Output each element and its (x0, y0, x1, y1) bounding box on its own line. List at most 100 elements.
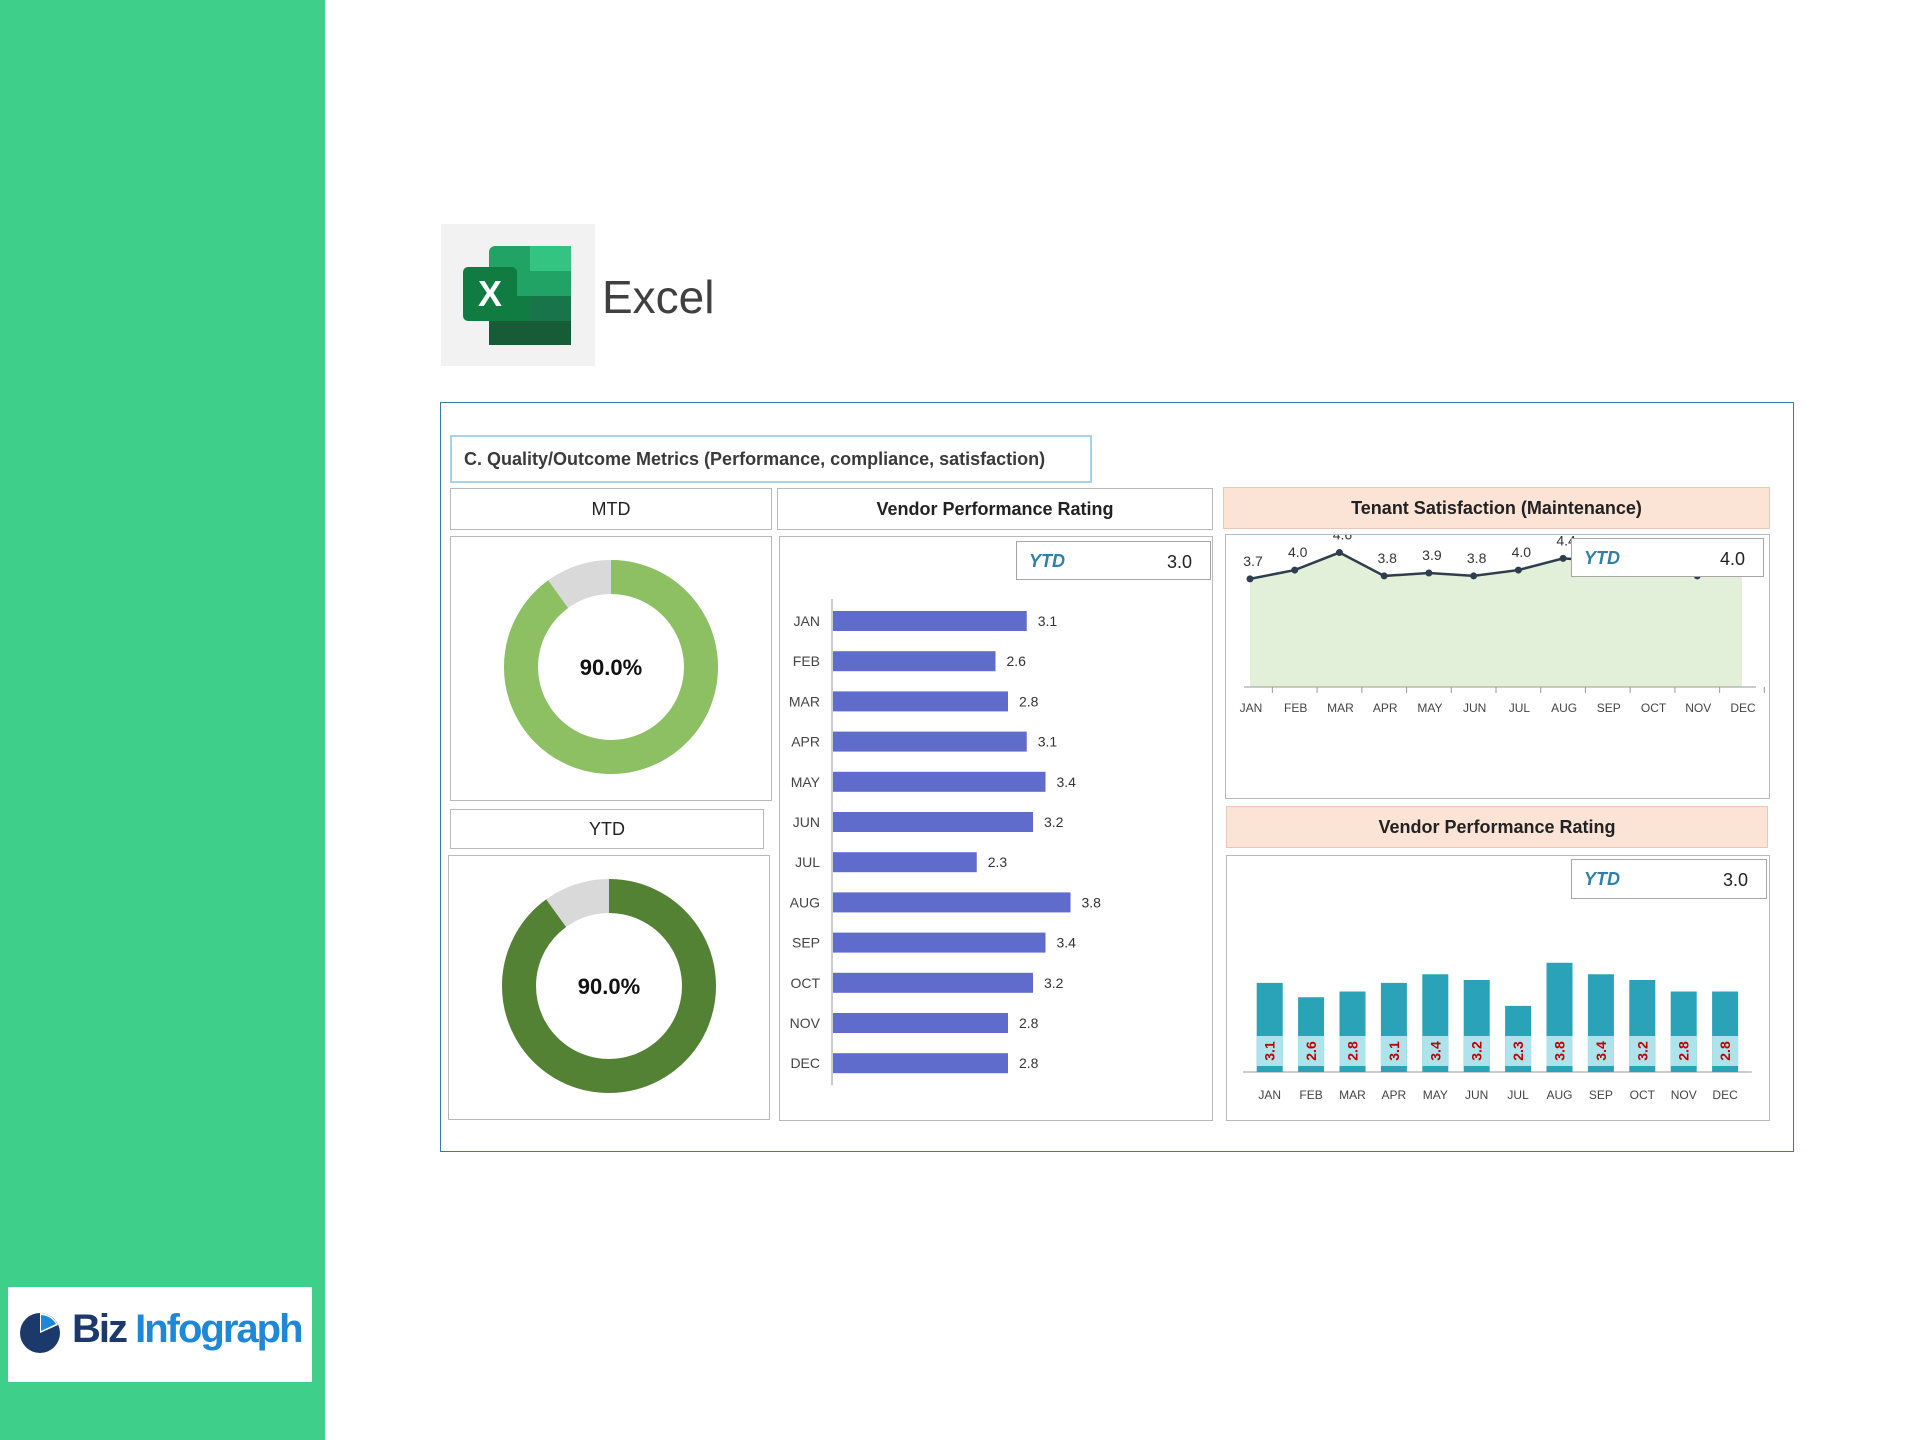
x-tick-label: APR (1382, 1088, 1407, 1102)
data-label: 3.7 (1243, 553, 1263, 569)
ytd-donut-panel: 90.0% (448, 855, 770, 1120)
bar-label-band (1380, 1036, 1407, 1066)
ytd-tag: YTD (1029, 551, 1065, 571)
x-tick-label: JUL (1507, 1088, 1529, 1102)
x-tick-label: AUG (1551, 701, 1577, 715)
vendor-rating-panel: YTD 3.0 JAN 3.1 FEB 2.6 MAR 2.8 APR 3.1 MAY 3.4 JU… (779, 536, 1213, 1121)
data-point (1291, 566, 1299, 574)
ytd-header: YTD (450, 809, 764, 849)
bar-data-label: 3.4 (1593, 1041, 1609, 1061)
donut-center-label: 90.0% (578, 974, 640, 999)
bar (833, 611, 1027, 631)
bar-data-label: 3.1 (1038, 613, 1058, 629)
category-tick-label: JUN (793, 814, 820, 830)
bar-data-label: 2.8 (1345, 1041, 1361, 1061)
bar-data-label: 3.4 (1057, 935, 1077, 951)
bar (833, 1053, 1008, 1074)
bar-data-label: 2.8 (1717, 1041, 1733, 1061)
svg-text:X: X (478, 273, 502, 314)
x-tick-label: DEC (1712, 1088, 1738, 1102)
bar-data-label: 3.8 (1082, 894, 1102, 910)
bar-label-band (1587, 1036, 1614, 1066)
vendor-ytd-box: YTD 3.0 (1016, 541, 1211, 580)
bar-data-label: 2.8 (1019, 1015, 1039, 1031)
bar-label-band (1422, 1036, 1449, 1066)
x-tick-label: NOV (1685, 701, 1711, 715)
bar-data-label: 3.4 (1057, 774, 1077, 790)
x-tick-label: OCT (1641, 701, 1667, 715)
tenant-ytd-box: YTD 4.0 (1571, 538, 1764, 577)
bar-label-band (1546, 1036, 1573, 1066)
section-title: C. Quality/Outcome Metrics (Performance,… (450, 435, 1092, 483)
bar (833, 852, 977, 873)
sidebar: Biz Infograph (0, 0, 325, 1440)
x-tick-label: JUN (1465, 1088, 1488, 1102)
ytd-donut-chart: 90.0% (502, 879, 716, 1093)
logo-infograph: Infograph (135, 1307, 303, 1351)
bar (833, 972, 1033, 993)
vendor-rating-column-chart: 3.1 JAN 2.6 FEB 2.8 MAR 3.1 APR 3.4 MAY 3.2 JUN 2.3 J… (1243, 962, 1752, 1102)
mtd-header: MTD (450, 488, 772, 530)
vendor2-ytd-box: YTD 3.0 (1571, 859, 1767, 899)
category-tick-label: MAR (789, 693, 820, 709)
bar (833, 731, 1027, 752)
bar-data-label: 3.2 (1044, 975, 1064, 991)
category-tick-label: DEC (790, 1055, 820, 1071)
bar (833, 892, 1071, 913)
pie-logo-icon (20, 1313, 60, 1353)
ytd-tag: YTD (1584, 548, 1620, 568)
vendor-rating-panel-2: YTD 3.0 3.1 JAN 2.6 FEB 2.8 MAR 3.1 APR 3.4 MAY 3.… (1226, 855, 1770, 1121)
x-tick-label: FEB (1284, 701, 1307, 715)
bar (833, 691, 1008, 712)
vendor2-ytd-value: 3.0 (1722, 870, 1748, 890)
data-label: 3.8 (1377, 550, 1397, 566)
vendor-rating-header: Vendor Performance Rating (777, 488, 1213, 530)
data-label: 4.6 (1333, 535, 1353, 543)
data-point (1246, 575, 1254, 583)
bar-data-label: 3.8 (1552, 1041, 1568, 1061)
donut-value-slice (504, 560, 718, 774)
bar-data-label: 3.2 (1044, 814, 1064, 830)
tenant-ytd-value: 4.0 (1719, 549, 1745, 569)
tenant-satisfaction-panel: YTD 4.0 3.7 JAN 4.0 FEB 4.6 MAR 3.8 APR 3.9 MAY 3.… (1225, 527, 1770, 799)
data-point (1380, 572, 1388, 580)
ytd-tag: YTD (1584, 869, 1620, 889)
x-tick-label: MAY (1423, 1088, 1448, 1102)
x-tick-label: JUN (1463, 701, 1486, 715)
bar-label-band (1712, 1036, 1739, 1066)
excel-logo-icon: X (463, 246, 571, 345)
data-point (1425, 569, 1433, 577)
category-tick-label: MAY (791, 774, 821, 790)
tenant-satisfaction-header: Tenant Satisfaction (Maintenance) (1223, 487, 1770, 529)
data-label: 3.9 (1422, 547, 1442, 563)
bar-label-band (1463, 1036, 1490, 1066)
x-tick-label: DEC (1730, 701, 1756, 715)
vendor-rating-bar-chart: JAN 3.1 FEB 2.6 MAR 2.8 APR 3.1 MAY 3.4 JUN 3.2 JUL 2… (789, 599, 1102, 1086)
data-point (1514, 566, 1522, 574)
x-tick-label: SEP (1597, 701, 1621, 715)
app-name: Excel (602, 271, 715, 323)
x-tick-label: FEB (1299, 1088, 1322, 1102)
bar-data-label: 2.3 (1510, 1041, 1526, 1061)
category-tick-label: APR (791, 734, 820, 750)
bar (833, 812, 1033, 832)
x-tick-label: OCT (1630, 1088, 1656, 1102)
donut-center-label: 90.0% (580, 655, 642, 680)
x-tick-label: NOV (1671, 1088, 1697, 1102)
mtd-donut-panel: 90.0% (450, 536, 772, 801)
bar (833, 1013, 1008, 1033)
x-tick-label: APR (1373, 701, 1398, 715)
data-label: 4.0 (1512, 544, 1532, 560)
category-tick-label: NOV (790, 1015, 821, 1031)
bar-label-band (1629, 1036, 1656, 1066)
area-fill (1250, 552, 1742, 687)
excel-app-tile: X (441, 224, 595, 366)
bar-data-label: 2.8 (1019, 1055, 1039, 1071)
category-tick-label: JUL (795, 854, 820, 870)
bar-data-label: 2.8 (1676, 1041, 1692, 1061)
bar (833, 651, 996, 672)
category-tick-label: OCT (790, 975, 820, 991)
bar-label-band (1505, 1036, 1532, 1066)
bar-data-label: 2.6 (1303, 1041, 1319, 1061)
bar-label-band (1256, 1036, 1283, 1066)
